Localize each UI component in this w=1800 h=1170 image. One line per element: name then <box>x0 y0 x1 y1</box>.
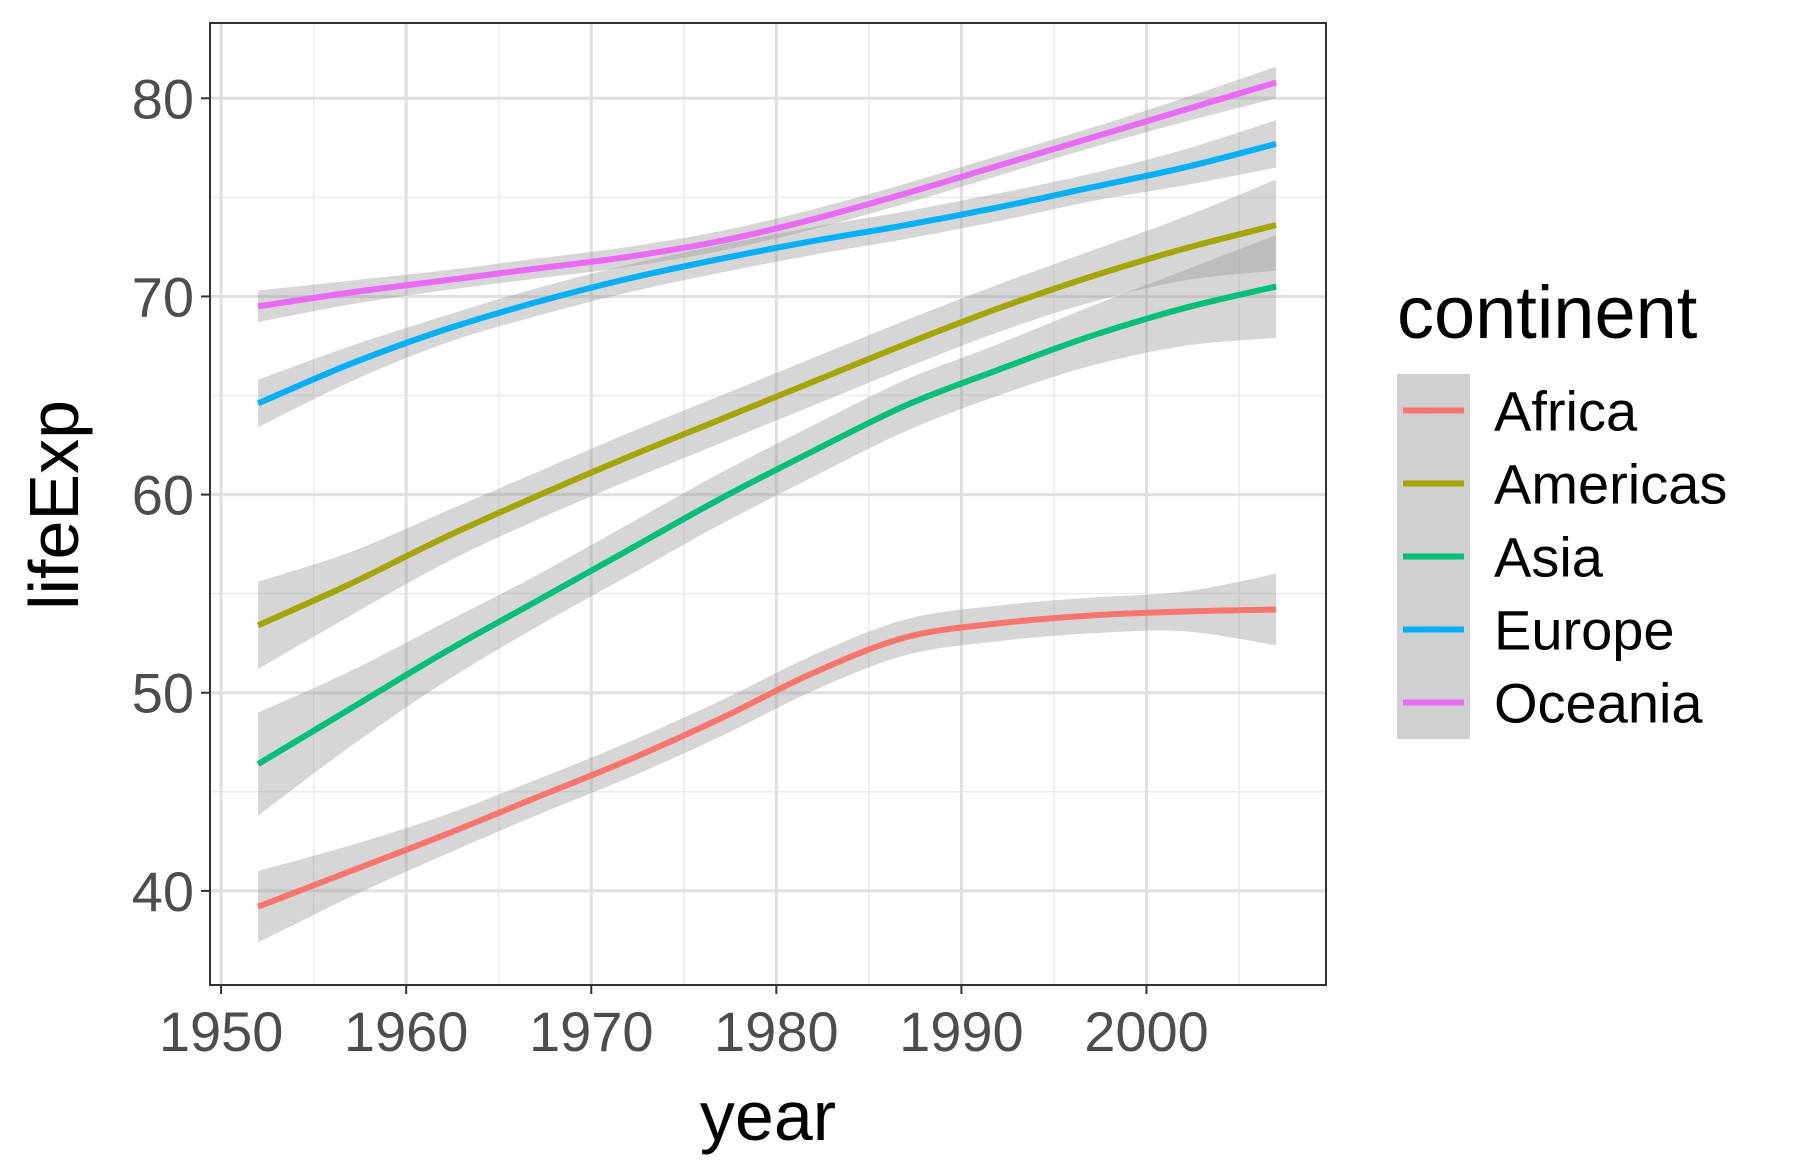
x-tick-label: 2000 <box>1084 1000 1209 1063</box>
legend-label: Americas <box>1494 453 1727 516</box>
x-tick-label: 1970 <box>529 1000 654 1063</box>
legend-label: Oceania <box>1494 672 1703 735</box>
confidence-band <box>258 120 1277 428</box>
y-tick-label: 50 <box>132 662 194 725</box>
line <box>256 222 1277 629</box>
y-tick-label: 70 <box>132 265 194 328</box>
legend-label: Europe <box>1494 599 1675 662</box>
y-axis-title: lifeExp <box>15 400 93 610</box>
line <box>257 606 1277 910</box>
y-tick-label: 60 <box>132 464 194 527</box>
plot-border <box>209 22 1327 986</box>
line <box>256 140 1277 407</box>
confidence-band <box>258 573 1277 943</box>
line <box>257 79 1277 310</box>
legend-label: Asia <box>1494 526 1604 589</box>
y-tick-label: 80 <box>132 67 194 130</box>
legend-label: Africa <box>1494 380 1638 443</box>
confidence-band <box>258 235 1277 816</box>
x-tick-label: 1950 <box>159 1000 284 1063</box>
x-axis-title: year <box>700 1077 836 1155</box>
x-tick-label: 1980 <box>714 1000 839 1063</box>
x-tick-label: 1990 <box>899 1000 1024 1063</box>
x-tick-label: 1960 <box>344 1000 469 1063</box>
y-tick-label: 40 <box>132 860 194 923</box>
legend-title: continent <box>1397 271 1698 354</box>
confidence-band <box>258 66 1277 323</box>
line <box>256 283 1277 767</box>
